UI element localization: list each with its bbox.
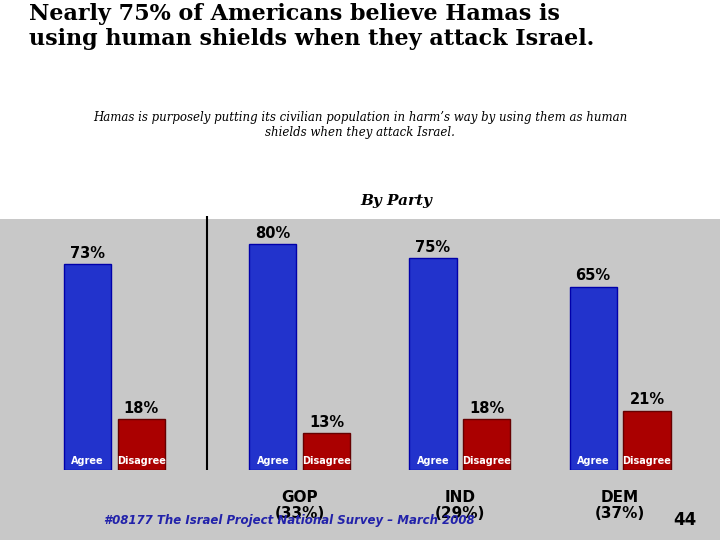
Text: 65%: 65% bbox=[575, 268, 611, 283]
Text: (37%): (37%) bbox=[595, 507, 645, 522]
Bar bbox=[249, 244, 297, 470]
Text: 18%: 18% bbox=[124, 401, 159, 416]
Bar bbox=[463, 419, 510, 470]
Text: 80%: 80% bbox=[255, 226, 290, 241]
Text: 44: 44 bbox=[673, 511, 696, 529]
Text: GOP: GOP bbox=[282, 490, 318, 504]
Text: Agree: Agree bbox=[71, 456, 104, 467]
Bar bbox=[624, 410, 670, 470]
Text: Agree: Agree bbox=[417, 456, 449, 467]
Text: Nearly 75% of Americans believe Hamas is
using human shields when they attack Is: Nearly 75% of Americans believe Hamas is… bbox=[29, 3, 594, 50]
Text: IND: IND bbox=[444, 490, 475, 504]
Text: (33%): (33%) bbox=[274, 507, 325, 522]
Text: 21%: 21% bbox=[629, 392, 665, 407]
Text: (29%): (29%) bbox=[435, 507, 485, 522]
Text: By Party: By Party bbox=[360, 194, 432, 208]
Text: Hamas is purposely putting its civilian population in harm’s way by using them a: Hamas is purposely putting its civilian … bbox=[93, 111, 627, 139]
Text: 18%: 18% bbox=[469, 401, 505, 416]
Text: 73%: 73% bbox=[70, 246, 105, 261]
Text: Disagree: Disagree bbox=[302, 456, 351, 467]
Text: #08177 The Israel Project National Survey – March 2008: #08177 The Israel Project National Surve… bbox=[104, 514, 475, 526]
Text: 13%: 13% bbox=[309, 415, 344, 430]
Text: Agree: Agree bbox=[256, 456, 289, 467]
Text: Agree: Agree bbox=[577, 456, 609, 467]
Bar bbox=[64, 264, 111, 470]
Text: 75%: 75% bbox=[415, 240, 451, 255]
Text: Disagree: Disagree bbox=[462, 456, 511, 467]
Text: DEM: DEM bbox=[601, 490, 639, 504]
Text: Disagree: Disagree bbox=[117, 456, 166, 467]
Text: Disagree: Disagree bbox=[623, 456, 672, 467]
Bar bbox=[303, 433, 351, 470]
Bar bbox=[117, 419, 165, 470]
Bar bbox=[570, 287, 617, 470]
Bar bbox=[410, 258, 456, 470]
